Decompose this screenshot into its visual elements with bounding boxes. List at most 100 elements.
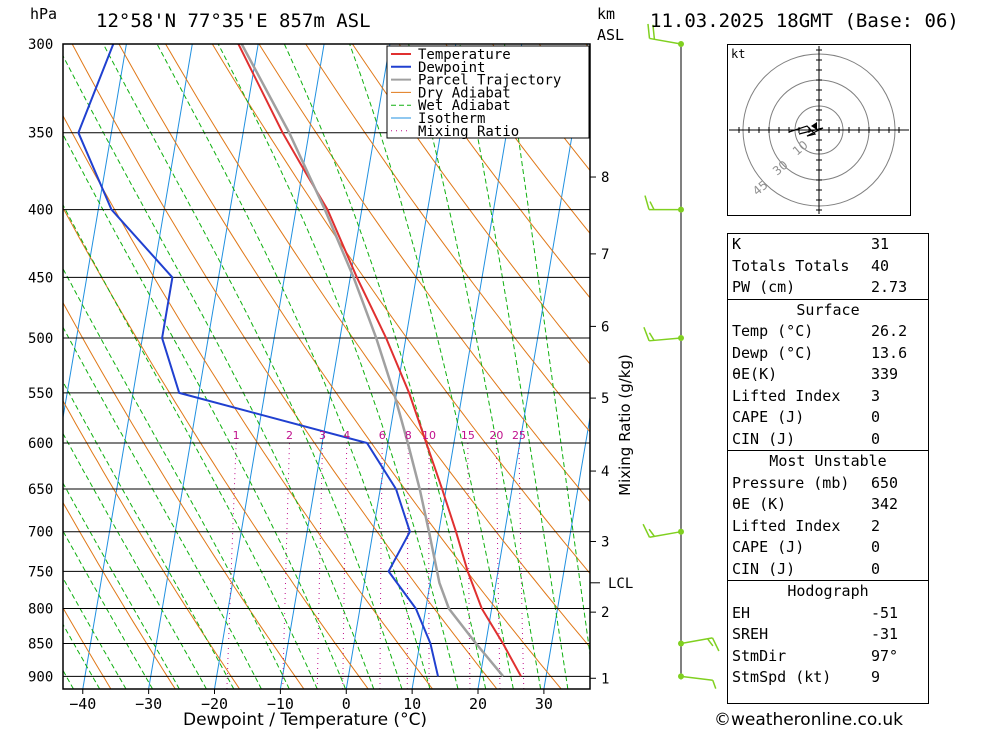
km-tick-label: 5 [601, 391, 609, 407]
temperature-axis: −40 −30 −20 −10 0 10 20 30 [69, 689, 553, 713]
mixing-ratio-label: 20 [489, 429, 503, 442]
index-label: Temp (°C) [732, 322, 814, 340]
index-value: 0 [871, 429, 881, 448]
index-label: Pressure (mb) [732, 473, 850, 492]
mixing-ratio-line [342, 442, 348, 689]
wet-adiabat-line [63, 133, 346, 689]
dry-adiabat-line [63, 114, 433, 689]
dry-adiabat-line [305, 44, 590, 433]
general-indices: K 31 Totals Totals 40 PW (cm) 2.73 [728, 234, 928, 299]
mixing-ratio-line [379, 442, 383, 689]
index-value: -51 [871, 603, 899, 622]
index-label: StmDir [732, 646, 787, 665]
pressure-tick-label: 400 [28, 203, 53, 219]
mixing-ratio-label: 2 [286, 429, 293, 442]
isotherm-line [411, 44, 523, 689]
wet-adiabat-line [408, 44, 542, 689]
dry-adiabat-line [63, 206, 369, 689]
index-value: 0 [871, 408, 881, 426]
km-tick-label: 4 [601, 464, 609, 480]
mixing-ratio-line [226, 442, 237, 689]
wind-barb [678, 637, 720, 652]
isotherm-line [82, 44, 193, 689]
index-row: Temp (°C) 26.2 [728, 321, 928, 343]
mixing-ratio-label: 25 [512, 429, 526, 442]
index-value: 26.2 [871, 322, 908, 340]
index-row: Totals Totals 40 [728, 256, 928, 278]
index-label: CAPE (J) [732, 538, 805, 556]
datetime-label: 11.03.2025 18GMT (Base: 06) [650, 10, 959, 32]
wet-adiabat-line [63, 203, 318, 689]
km-tick-label: 3 [601, 534, 609, 550]
pressure-tick-label: 900 [28, 669, 53, 685]
wind-barb-column [642, 23, 720, 689]
dry-adiabat-line [118, 44, 562, 689]
wet-adiabat-line [63, 54, 375, 689]
index-row: K 31 [728, 234, 928, 256]
dry-adiabat-line [351, 44, 590, 365]
mixing-ratio-label: 10 [422, 429, 436, 442]
wind-barb [644, 195, 684, 213]
isotherm-line [279, 44, 391, 689]
index-row: Dewp (°C) 13.6 [728, 343, 928, 365]
legend-label: Wet Adiabat [418, 98, 511, 114]
dry-adiabat-line [398, 44, 590, 299]
index-table: K 31 Totals Totals 40 PW (cm) 2.73 Surface Te… [727, 233, 929, 704]
mixing-ratio-lines [226, 442, 525, 689]
wind-barb [642, 523, 684, 538]
index-label: CIN (J) [732, 429, 796, 448]
isotherm-line [543, 414, 590, 689]
temperature-tick-label: −30 [135, 695, 162, 713]
dry-adiabat-line [211, 44, 590, 575]
legend-label: Dewpoint [418, 60, 485, 76]
dry-adiabat-lines [63, 44, 590, 689]
pressure-axis: 300 350 400 450 500 550 600 650 700 750 800 850 900 [28, 37, 53, 685]
height-unit-asl-label: ASL [597, 26, 625, 44]
index-label: StmSpd (kt) [732, 668, 832, 686]
plot-frame [62, 43, 591, 690]
pressure-tick-label: 600 [28, 436, 53, 452]
legend-box [386, 45, 590, 139]
index-value: 3 [871, 386, 881, 405]
isotherm-line [63, 44, 127, 421]
index-value: 40 [871, 256, 890, 275]
location-title: 12°58'N 77°35'E 857m ASL [96, 10, 371, 32]
km-axis: 1 2 3 4 5 6 7 8 LCL [590, 170, 633, 687]
storm-motion-marker [811, 122, 817, 130]
index-value: 97° [871, 646, 899, 665]
dry-adiabat-line [63, 399, 241, 689]
index-label: Totals Totals [732, 256, 850, 275]
surface-indices: Temp (°C) 26.2 Dewp (°C) 13.6 θE(K) 339 Lifted… [728, 321, 928, 450]
index-value: 0 [871, 559, 881, 578]
km-tick-label: 8 [601, 170, 609, 186]
index-value: 650 [871, 473, 899, 492]
index-value: 0 [871, 538, 881, 556]
index-row: SREH -31 [728, 624, 928, 646]
index-value: 9 [871, 668, 881, 686]
wet-adiabat-line [63, 267, 290, 689]
mixing-ratio-label: 15 [461, 429, 475, 442]
pressure-tick-label: 550 [28, 386, 53, 402]
index-label: θE (K) [732, 495, 787, 513]
dry-adiabat-line [63, 301, 305, 689]
index-value: -31 [871, 625, 899, 643]
wet-adiabat-lines [63, 44, 590, 689]
index-label: EH [732, 603, 751, 622]
temperature-tick-label: −10 [267, 695, 294, 713]
mixing-ratio-label: 6 [379, 429, 386, 442]
legend-label: Isotherm [418, 111, 485, 127]
legend-label: Temperature [418, 47, 511, 63]
pressure-tick-label: 700 [28, 525, 53, 541]
index-row: PW (cm) 2.73 [728, 277, 928, 299]
wet-adiabat-line [217, 44, 459, 689]
mixing-ratio-label: 8 [405, 429, 412, 442]
index-row: StmSpd (kt) 9 [728, 667, 928, 689]
index-value: 342 [871, 495, 899, 513]
pressure-tick-label: 650 [28, 482, 53, 498]
x-axis-title: Dewpoint / Temperature (°C) [183, 710, 428, 730]
index-label: SREH [732, 625, 769, 643]
dry-adiabat-line [165, 44, 590, 648]
index-row: θE(K) 339 [728, 364, 928, 386]
pressure-tick-label: 850 [28, 636, 53, 652]
